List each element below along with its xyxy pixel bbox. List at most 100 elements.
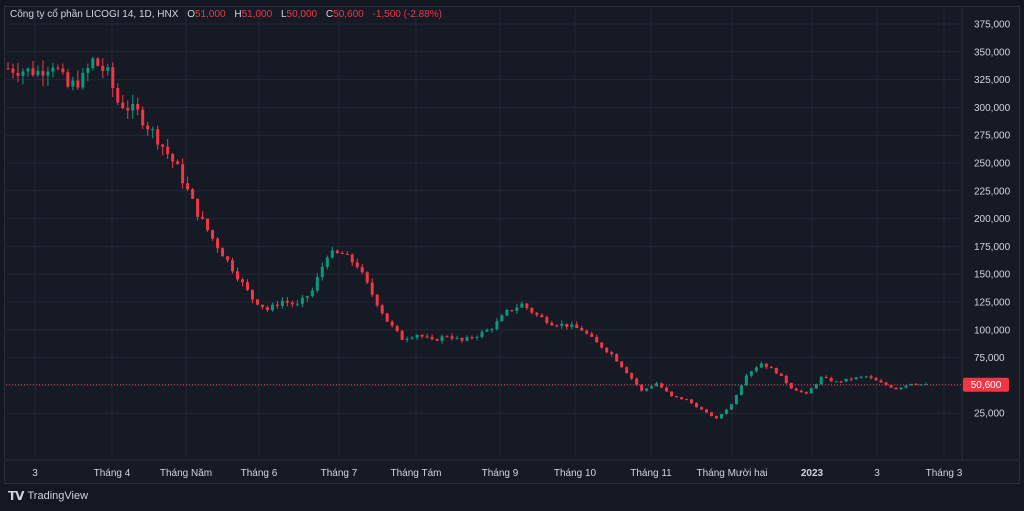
candle-body: [904, 385, 908, 388]
candle-body: [480, 331, 484, 337]
candle-body: [894, 387, 898, 390]
candle-body: [580, 328, 584, 331]
last-price-badge: [963, 377, 1009, 392]
candle-body: [859, 376, 863, 378]
candle-body: [31, 68, 35, 76]
candle-body: [270, 304, 274, 311]
x-tick-label: Tháng 7: [321, 468, 358, 479]
y-tick-label: 100,000: [974, 325, 1011, 336]
candle-body: [560, 323, 564, 326]
candle-body: [764, 363, 768, 368]
y-tick-label: 200,000: [974, 214, 1011, 225]
high-label: H: [234, 9, 242, 20]
candle-body: [151, 129, 155, 131]
candle-body: [265, 307, 269, 311]
candle-body: [799, 390, 803, 392]
candle-body: [889, 385, 893, 388]
candle-body: [530, 308, 534, 313]
low-value: 50,000: [286, 9, 318, 20]
candle-body: [475, 336, 479, 338]
candle-body: [315, 277, 319, 291]
candle-body: [734, 395, 738, 405]
candle-body: [156, 129, 160, 145]
candle-body: [226, 256, 230, 261]
y-tick-label: 250,000: [974, 159, 1011, 170]
candle-body: [620, 361, 624, 368]
candle-body: [650, 386, 654, 389]
candle-body: [450, 336, 454, 339]
candle-body: [6, 68, 10, 70]
candle-body: [206, 218, 210, 231]
candle-body: [809, 388, 813, 394]
candle-body: [81, 72, 85, 88]
candle-body: [415, 334, 419, 338]
x-tick-label: Tháng Tám: [391, 468, 442, 479]
candle-body: [425, 336, 429, 338]
low-label: L: [280, 9, 287, 20]
open-value: 51,000: [194, 9, 226, 20]
candle-body: [395, 325, 399, 332]
x-tick-label: 2023: [801, 468, 824, 479]
candle-body: [690, 399, 694, 404]
footer-brand[interactable]: 𝗧𝗩 TradingView: [8, 489, 88, 503]
candle-body: [405, 338, 409, 340]
candle-body: [460, 337, 464, 341]
y-tick-label: 350,000: [974, 47, 1011, 58]
candle-body: [191, 189, 195, 199]
candle-body: [295, 303, 299, 305]
candle-body: [221, 248, 225, 257]
last-price-label: 50,600: [971, 380, 1002, 391]
candle-body: [181, 164, 185, 184]
candle-body: [789, 383, 793, 389]
candle-body: [355, 262, 359, 268]
candle-body: [360, 267, 364, 273]
candle-body: [490, 329, 494, 331]
candle-body: [754, 367, 758, 372]
candle-body: [699, 407, 703, 410]
candle-body: [685, 399, 689, 401]
candle-body: [106, 67, 110, 71]
candle-body: [71, 80, 75, 87]
candle-body: [680, 397, 684, 400]
candle-body: [76, 80, 80, 88]
x-tick-label: 3: [32, 468, 38, 479]
candle-body: [260, 304, 264, 308]
candle-body: [61, 68, 65, 73]
candle-body: [186, 183, 190, 190]
candle-body: [300, 297, 304, 304]
candle-body: [879, 380, 883, 383]
candle-body: [410, 337, 414, 339]
x-tick-label: Tháng 10: [554, 468, 597, 479]
candle-body: [131, 103, 135, 111]
candle-body: [96, 58, 100, 66]
candle-body: [585, 330, 589, 334]
candle-body: [245, 282, 249, 290]
y-tick-label: 25,000: [974, 409, 1005, 420]
candle-body: [759, 363, 763, 368]
candle-body: [854, 377, 858, 380]
x-tick-label: Tháng 3: [926, 468, 963, 479]
candle-body: [570, 324, 574, 327]
candle-body: [600, 342, 604, 348]
candle-body: [714, 416, 718, 419]
candle-body: [590, 333, 594, 337]
candle-body: [285, 300, 289, 303]
candle-body: [101, 65, 105, 71]
candle-body: [430, 337, 434, 340]
candle-body: [435, 339, 439, 341]
candle-body: [665, 387, 669, 392]
chart-panel[interactable]: [4, 6, 1020, 484]
symbol-legend: Công ty cổ phần LICOGI 14, 1D, HNX O51,0…: [10, 9, 442, 20]
candle-body: [26, 68, 30, 72]
candle-body: [66, 72, 70, 87]
candle-body: [166, 146, 170, 155]
candle-body: [645, 388, 649, 391]
candle-body: [884, 382, 888, 386]
candle-body: [290, 302, 294, 305]
y-tick-label: 125,000: [974, 298, 1011, 309]
candle-body: [655, 383, 659, 387]
candle-body: [305, 296, 309, 298]
candle-body: [555, 325, 559, 327]
y-tick-label: 325,000: [974, 75, 1011, 86]
